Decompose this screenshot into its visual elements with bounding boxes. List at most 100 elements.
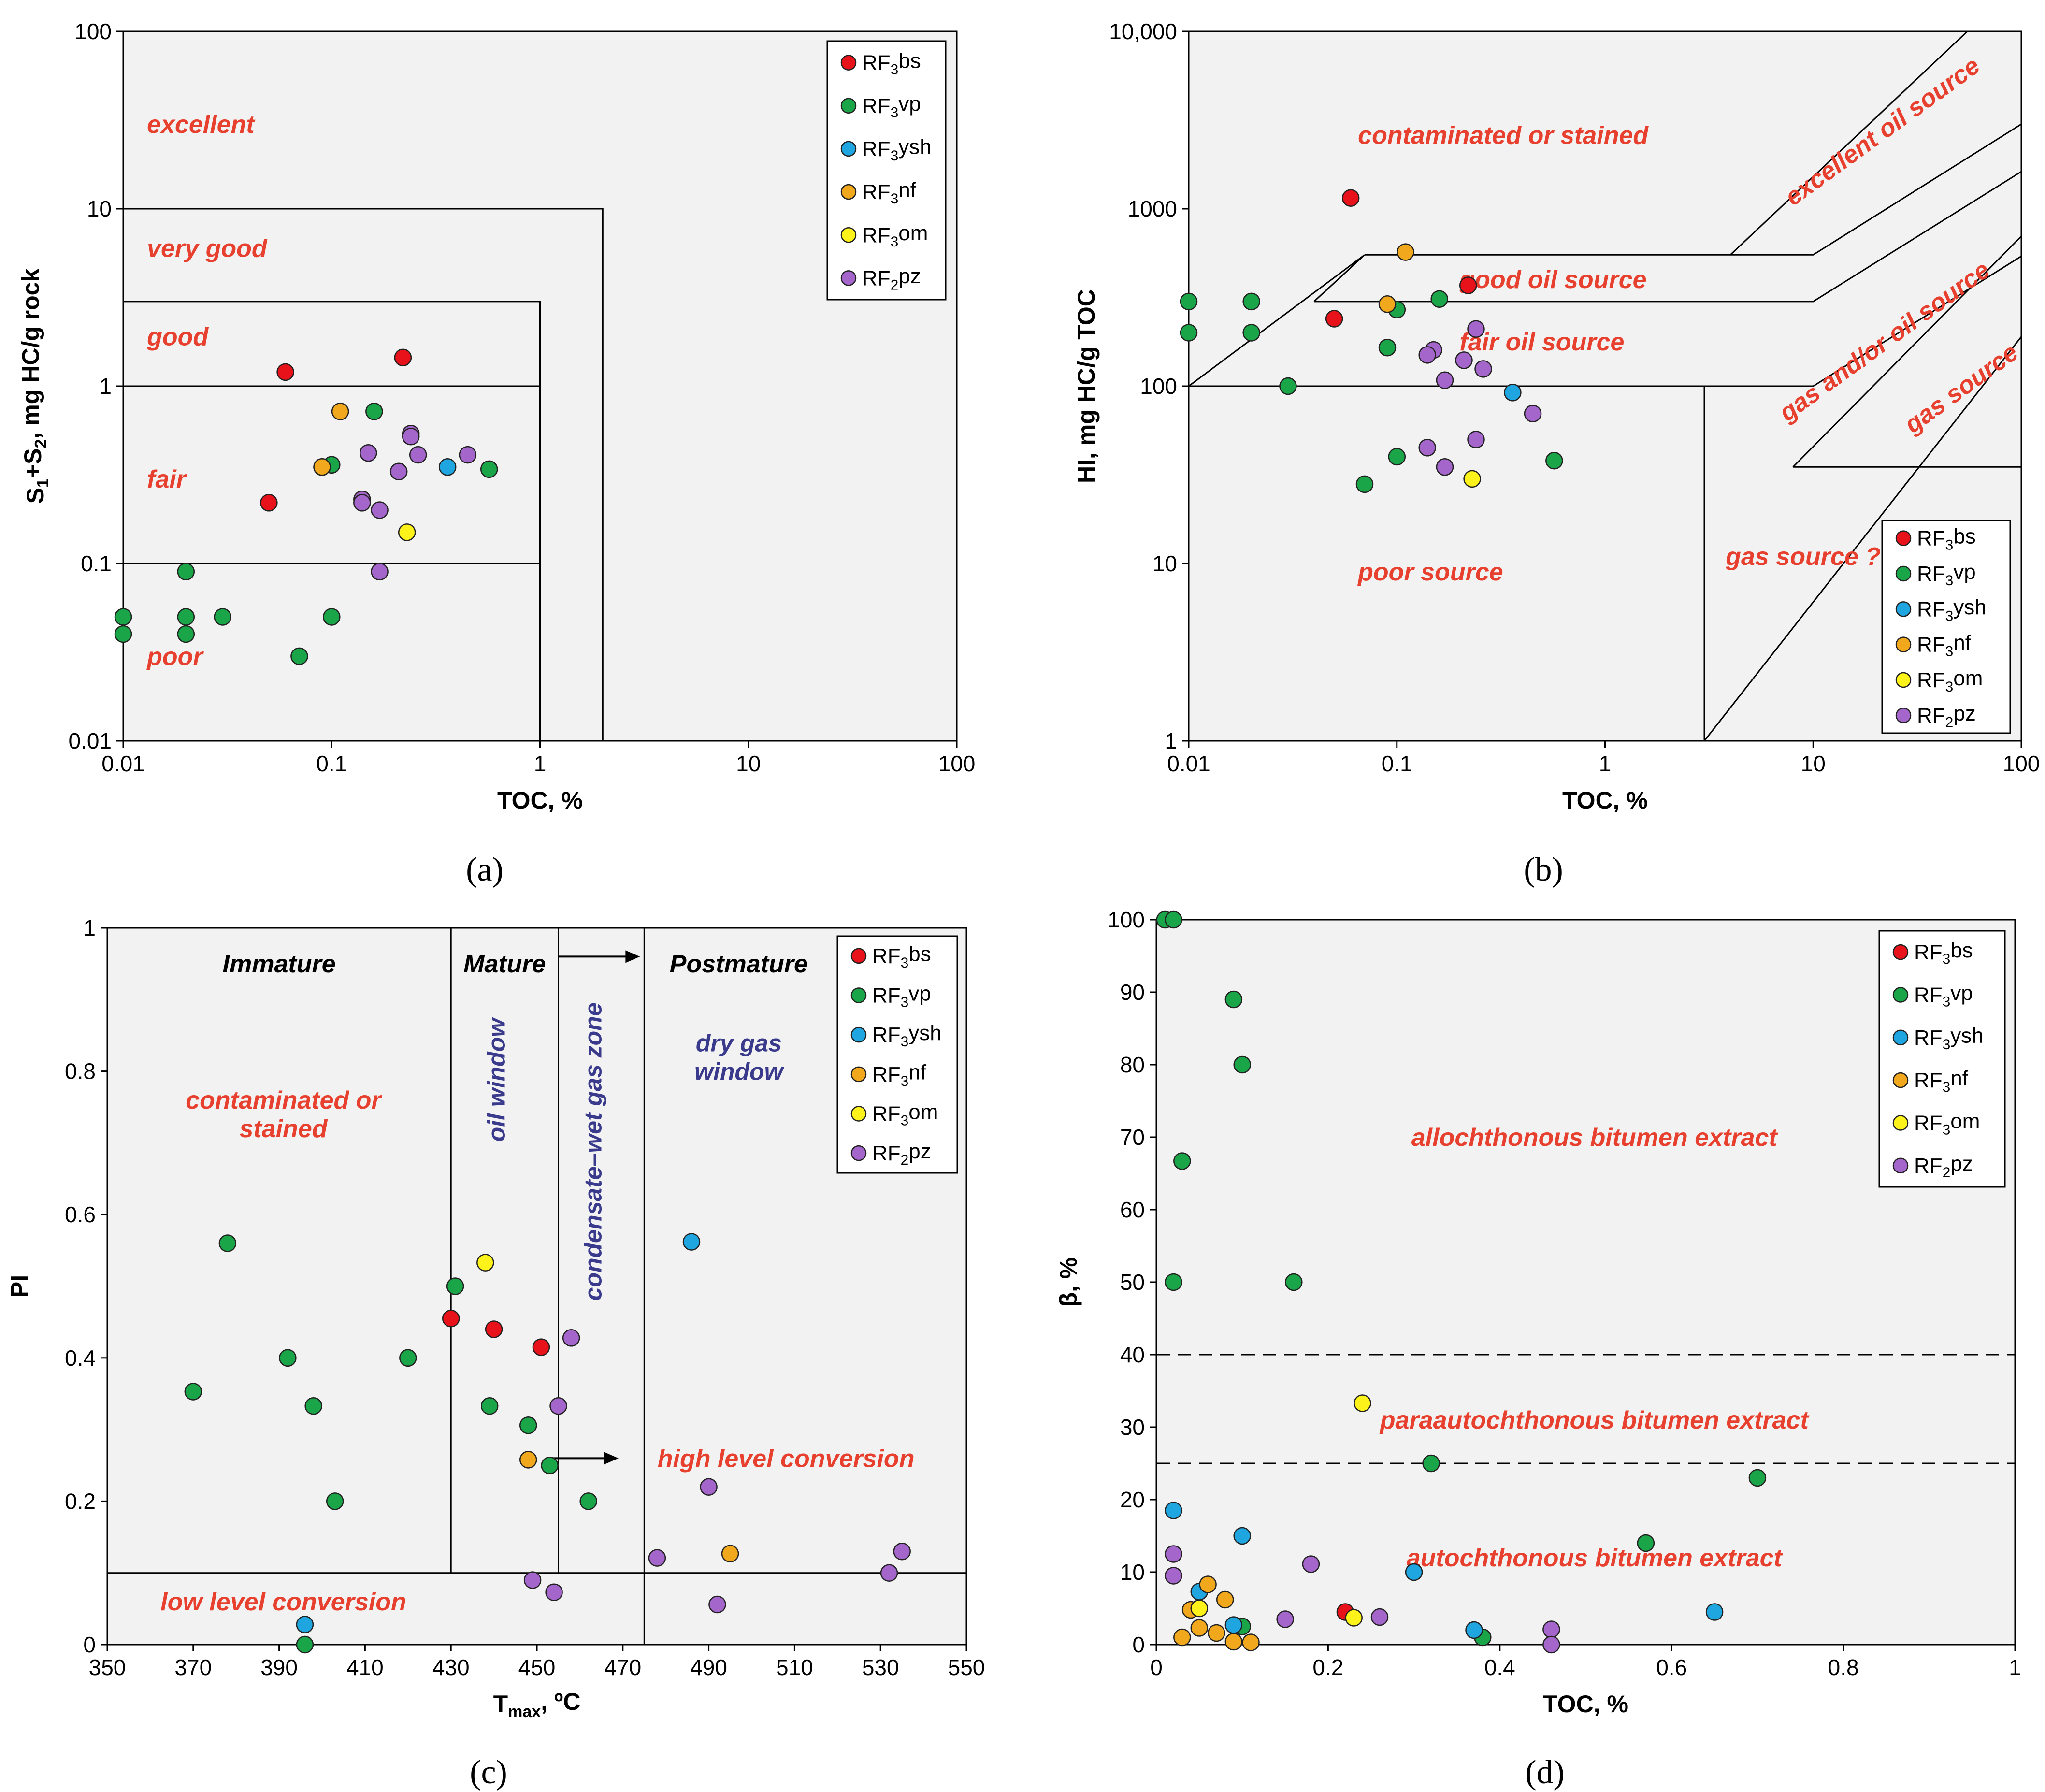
legend-label: RF2pz bbox=[872, 1140, 931, 1168]
x-tick-label: 1 bbox=[2009, 1655, 2021, 1680]
region-label: gas source ? bbox=[1725, 543, 1881, 571]
region-label: oil window bbox=[483, 1017, 510, 1142]
region-label: poor bbox=[146, 643, 204, 671]
data-point-rf2pz bbox=[389, 462, 408, 480]
legend-marker-rf3vp bbox=[840, 98, 857, 114]
region-label: fair bbox=[147, 465, 187, 493]
x-tick-label: 470 bbox=[604, 1655, 641, 1680]
legend-marker-rf3nf bbox=[850, 1066, 867, 1083]
legend-label: RF3nf bbox=[1917, 631, 1972, 659]
y-tick-label: 60 bbox=[1120, 1197, 1145, 1222]
data-point-rf2pz bbox=[648, 1549, 666, 1567]
zone-heading: Postmature bbox=[670, 950, 808, 978]
data-point-rf3vp bbox=[1165, 1273, 1182, 1291]
y-tick-label: 0.8 bbox=[65, 1059, 96, 1084]
y-tick-label: 0 bbox=[83, 1632, 96, 1657]
boundary-line bbox=[1703, 336, 2022, 741]
data-point-rf3bs bbox=[1341, 189, 1360, 207]
data-point-rf3vp bbox=[1388, 448, 1406, 466]
data-point-rf2pz bbox=[1418, 439, 1436, 457]
plot-area bbox=[106, 927, 967, 1646]
x-tick-label: 0.2 bbox=[1312, 1655, 1343, 1680]
region-label: condensate–wet gas zone bbox=[579, 1002, 606, 1301]
data-point-rf3bs bbox=[1325, 310, 1343, 328]
x-tick-label: 0.4 bbox=[1484, 1655, 1515, 1680]
panel-label: (a) bbox=[466, 851, 504, 888]
data-point-rf2pz bbox=[459, 446, 477, 464]
data-point-rf3om bbox=[476, 1254, 494, 1272]
data-point-rf3om bbox=[1354, 1394, 1371, 1412]
y-tick-label: 10 bbox=[87, 196, 112, 221]
legend: RF3bs RF3vp RF3ysh RF3nf RF3om RF2pz bbox=[836, 935, 958, 1174]
panel-label: (c) bbox=[470, 1754, 507, 1791]
data-point-rf3bs bbox=[260, 494, 278, 512]
x-tick-label: 370 bbox=[174, 1655, 212, 1680]
region-label: good bbox=[146, 323, 209, 351]
legend-label: RF3om bbox=[1917, 666, 1983, 695]
data-point-rf2pz bbox=[1436, 371, 1454, 389]
data-point-rf3nf bbox=[1208, 1624, 1225, 1642]
data-point-rf3vp bbox=[519, 1416, 537, 1434]
data-point-rf2pz bbox=[1165, 1567, 1182, 1585]
x-tick-label: 510 bbox=[776, 1655, 813, 1680]
y-axis-label: PI bbox=[6, 1275, 33, 1298]
legend-label: RF2pz bbox=[1914, 1152, 1973, 1181]
legend-label: RF2pz bbox=[862, 264, 921, 293]
x-axis-label: TOC, % bbox=[1562, 787, 1648, 814]
x-tick-label: 0.01 bbox=[1167, 751, 1210, 776]
data-point-rf3vp bbox=[1173, 1152, 1191, 1170]
legend-marker-rf2pz bbox=[1895, 708, 1912, 723]
data-point-rf3ysh bbox=[438, 458, 457, 476]
legend-marker-rf3om bbox=[850, 1106, 867, 1122]
region-label: very good bbox=[147, 234, 268, 262]
x-tick-label: 100 bbox=[938, 751, 976, 776]
data-point-rf3vp bbox=[1224, 990, 1243, 1009]
data-point-rf3vp bbox=[177, 625, 195, 643]
y-tick-label: 10 bbox=[1152, 551, 1177, 576]
data-point-rf3vp bbox=[1422, 1454, 1440, 1473]
legend-marker-rf3om bbox=[1892, 1115, 1909, 1131]
data-point-rf3vp bbox=[323, 608, 341, 626]
data-point-rf3vp bbox=[365, 403, 383, 420]
data-point-rf3vp bbox=[399, 1349, 417, 1367]
y-tick-label: 80 bbox=[1120, 1052, 1145, 1077]
y-tick-label: 50 bbox=[1120, 1270, 1145, 1295]
legend-label: RF3vp bbox=[1914, 981, 1973, 1010]
region-label: excellent bbox=[147, 111, 256, 139]
y-tick-label: 100 bbox=[74, 19, 112, 44]
data-point-rf3bs bbox=[485, 1320, 503, 1338]
legend-marker-rf3nf bbox=[1892, 1072, 1909, 1088]
data-point-rf3vp bbox=[480, 460, 498, 478]
data-point-rf2pz bbox=[545, 1583, 563, 1601]
y-tick-label: 90 bbox=[1120, 980, 1145, 1005]
data-point-rf2pz bbox=[1467, 431, 1485, 448]
region-label: stained bbox=[239, 1115, 328, 1143]
data-point-rf3nf bbox=[1190, 1619, 1209, 1637]
legend-label: RF3vp bbox=[872, 982, 931, 1010]
y-axis-label: HI, mg HC/g TOC bbox=[1073, 289, 1100, 483]
data-point-rf2pz bbox=[371, 501, 389, 519]
data-point-rf2pz bbox=[1455, 351, 1473, 369]
legend-label: RF3nf bbox=[1914, 1067, 1969, 1095]
data-point-rf3vp bbox=[1430, 290, 1448, 308]
y-tick-label: 1 bbox=[83, 915, 96, 940]
data-point-rf2pz bbox=[1302, 1555, 1320, 1573]
legend-marker-rf3om bbox=[840, 227, 857, 243]
legend-marker-rf3nf bbox=[1895, 636, 1912, 652]
chart-panel-b: 0.01 0.1 1 10 100 1 10 100 1000 10,000 TOC, % HI, m… bbox=[1073, 19, 2040, 888]
data-point-rf3ysh bbox=[1233, 1527, 1251, 1545]
data-point-rf2pz bbox=[1474, 360, 1492, 378]
legend-label: RF3ysh bbox=[1917, 595, 1987, 624]
legend-marker-rf3bs bbox=[850, 948, 867, 964]
data-point-rf2pz bbox=[1467, 320, 1485, 338]
legend-label: RF3bs bbox=[1917, 524, 1976, 553]
data-point-rf2pz bbox=[523, 1571, 542, 1589]
data-point-rf3vp bbox=[1748, 1469, 1767, 1487]
region-label: paraautochthonous bitumen extract bbox=[1379, 1406, 1810, 1434]
x-tick-label: 10 bbox=[736, 751, 761, 776]
x-tick-label: 430 bbox=[432, 1655, 470, 1680]
legend-label: RF3om bbox=[862, 221, 928, 250]
legend-label: RF3nf bbox=[872, 1061, 927, 1089]
boundary-line bbox=[1314, 171, 2022, 303]
x-tick-label: 0.1 bbox=[316, 751, 347, 776]
